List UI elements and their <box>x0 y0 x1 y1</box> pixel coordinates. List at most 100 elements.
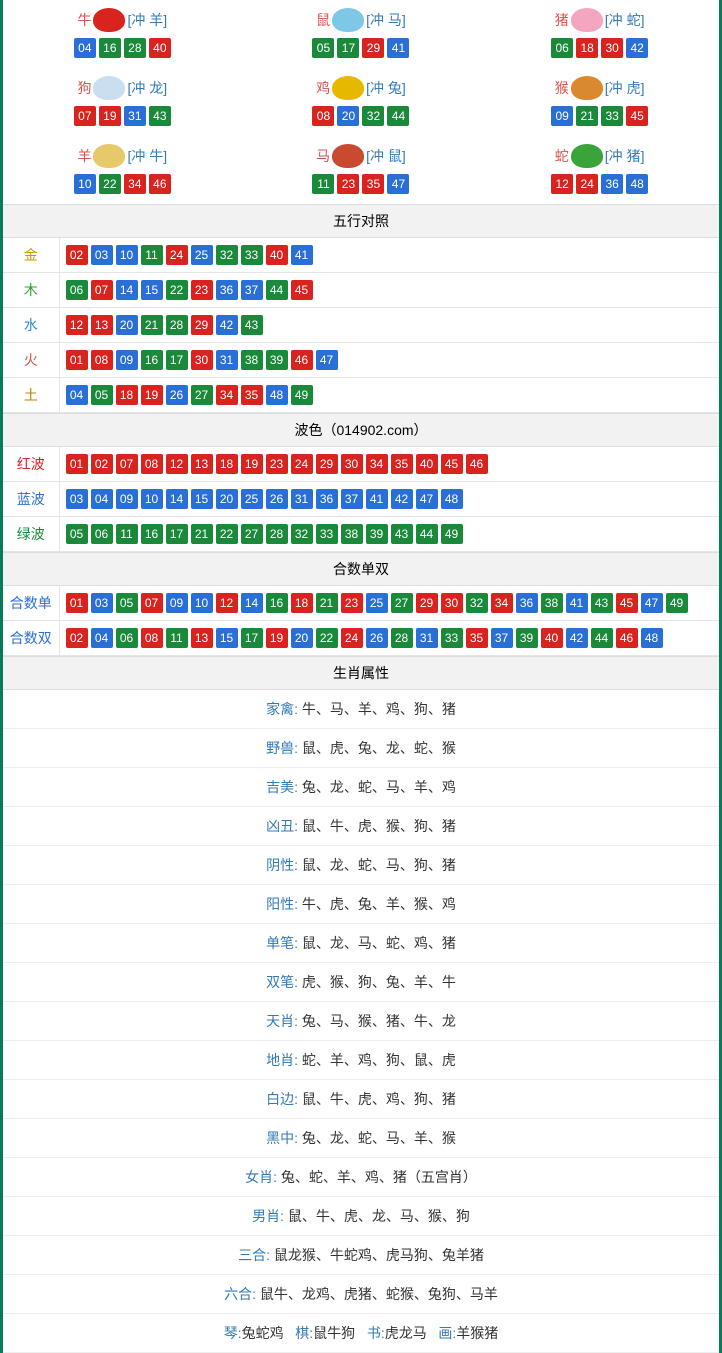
attr-row: 阳性: 牛、虎、兔、羊、猴、鸡 <box>3 885 719 924</box>
number-ball: 35 <box>391 454 413 474</box>
zodiac-header: 鸡[冲 兔] <box>242 76 481 100</box>
number-ball: 13 <box>191 454 213 474</box>
number-ball: 29 <box>316 454 338 474</box>
ball-group: 0108091617303138394647 <box>66 350 338 370</box>
zodiac-header: 牛[冲 羊] <box>3 8 242 32</box>
zodiac-name: 猪 <box>555 10 569 30</box>
table-row: 火0108091617303138394647 <box>3 343 719 378</box>
zodiac-name: 猴 <box>555 78 569 98</box>
zodiac-cell: 猴[冲 虎]09213345 <box>480 68 719 136</box>
number-ball: 08 <box>312 106 334 126</box>
number-ball: 40 <box>149 38 171 58</box>
number-ball: 49 <box>291 385 313 405</box>
number-ball: 21 <box>576 106 598 126</box>
number-ball: 15 <box>191 489 213 509</box>
number-ball: 09 <box>116 350 138 370</box>
table-row: 土04051819262734354849 <box>3 378 719 413</box>
attr-value: 牛、虎、兔、羊、猴、鸡 <box>302 896 456 912</box>
number-ball: 37 <box>491 628 513 648</box>
number-ball: 33 <box>601 106 623 126</box>
attr-value: 鼠牛狗 <box>313 1325 355 1341</box>
zodiac-cell: 狗[冲 龙]07193143 <box>3 68 242 136</box>
ball-group: 06071415222336374445 <box>66 280 313 300</box>
attr-row: 黑中: 兔、龙、蛇、马、羊、猴 <box>3 1119 719 1158</box>
number-ball: 18 <box>576 38 598 58</box>
row-balls: 0102070812131819232429303435404546 <box>59 447 719 482</box>
attr-label: 野兽: <box>266 740 298 756</box>
attr-label: 黑中: <box>266 1130 298 1146</box>
attr-label: 地肖: <box>266 1052 298 1068</box>
number-ball: 04 <box>66 385 88 405</box>
number-ball: 30 <box>191 350 213 370</box>
number-ball: 36 <box>216 280 238 300</box>
number-ball: 45 <box>626 106 648 126</box>
zodiac-icon <box>93 76 125 100</box>
number-ball: 28 <box>124 38 146 58</box>
number-ball: 24 <box>166 245 188 265</box>
number-ball: 08 <box>91 350 113 370</box>
ball-group: 07193143 <box>74 106 171 126</box>
table-row: 蓝波03040910141520252631363741424748 <box>3 482 719 517</box>
number-ball: 48 <box>441 489 463 509</box>
attr-label: 阳性: <box>266 896 298 912</box>
attr-value: 鼠、虎、兔、龙、蛇、猴 <box>302 740 456 756</box>
row-balls: 1213202128294243 <box>59 308 719 343</box>
zodiac-header: 鼠[冲 马] <box>242 8 481 32</box>
attr-label: 阴性: <box>266 857 298 873</box>
table-row: 金02031011242532334041 <box>3 238 719 273</box>
number-ball: 21 <box>191 524 213 544</box>
number-ball: 39 <box>266 350 288 370</box>
number-ball: 28 <box>391 628 413 648</box>
number-ball: 04 <box>74 38 96 58</box>
number-ball: 37 <box>341 489 363 509</box>
number-ball: 23 <box>191 280 213 300</box>
number-ball: 49 <box>666 593 688 613</box>
number-ball: 39 <box>516 628 538 648</box>
row-label: 水 <box>3 308 59 343</box>
number-ball: 02 <box>66 245 88 265</box>
number-ball: 46 <box>291 350 313 370</box>
wuxing-title: 五行对照 <box>3 204 719 238</box>
number-ball: 46 <box>149 174 171 194</box>
number-ball: 19 <box>99 106 121 126</box>
number-ball: 40 <box>541 628 563 648</box>
number-ball: 27 <box>191 385 213 405</box>
number-ball: 05 <box>116 593 138 613</box>
attr-label: 天肖: <box>266 1013 298 1029</box>
number-ball: 28 <box>166 315 188 335</box>
number-ball: 06 <box>116 628 138 648</box>
number-ball: 19 <box>241 454 263 474</box>
zodiac-icon <box>571 144 603 168</box>
number-ball: 33 <box>241 245 263 265</box>
number-ball: 42 <box>391 489 413 509</box>
number-ball: 16 <box>266 593 288 613</box>
number-ball: 09 <box>166 593 188 613</box>
number-ball: 02 <box>91 454 113 474</box>
zodiac-cell: 羊[冲 牛]10223446 <box>3 136 242 204</box>
number-ball: 04 <box>91 489 113 509</box>
row-label: 金 <box>3 238 59 273</box>
row-balls: 0108091617303138394647 <box>59 343 719 378</box>
heshu-table: 合数单0103050709101214161821232527293032343… <box>3 586 719 656</box>
number-ball: 25 <box>241 489 263 509</box>
zodiac-icon <box>332 76 364 100</box>
page-wrap: 牛[冲 羊]04162840鼠[冲 马]05172941猪[冲 蛇]061830… <box>0 0 722 1353</box>
number-ball: 40 <box>266 245 288 265</box>
zodiac-conflict: [冲 鼠] <box>366 146 406 166</box>
number-ball: 33 <box>441 628 463 648</box>
number-ball: 24 <box>576 174 598 194</box>
number-ball: 24 <box>291 454 313 474</box>
zodiac-conflict: [冲 虎] <box>605 78 645 98</box>
ball-group: 08203244 <box>312 106 409 126</box>
number-ball: 38 <box>541 593 563 613</box>
number-ball: 11 <box>116 524 138 544</box>
number-ball: 44 <box>387 106 409 126</box>
number-ball: 19 <box>266 628 288 648</box>
number-ball: 17 <box>166 350 188 370</box>
number-ball: 23 <box>341 593 363 613</box>
row-label: 合数双 <box>3 621 59 656</box>
number-ball: 19 <box>141 385 163 405</box>
number-ball: 25 <box>366 593 388 613</box>
ball-group: 10223446 <box>74 174 171 194</box>
attr-value: 兔、龙、蛇、马、羊、猴 <box>302 1130 456 1146</box>
